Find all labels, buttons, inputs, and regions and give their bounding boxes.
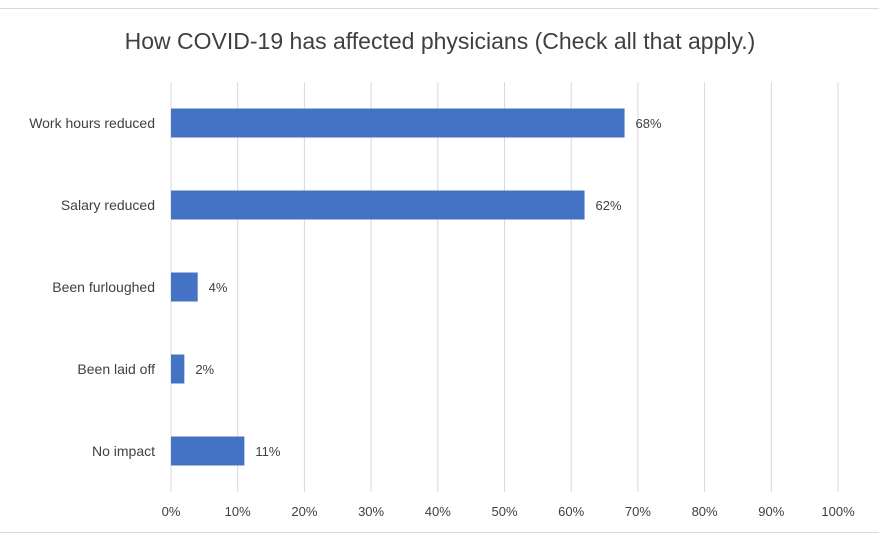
x-tick-label: 90% [758, 504, 784, 519]
x-tick-label: 70% [625, 504, 651, 519]
bar [171, 272, 198, 302]
x-tick-label: 40% [425, 504, 451, 519]
x-tick-label: 30% [358, 504, 384, 519]
chart-title: How COVID-19 has affected physicians (Ch… [124, 28, 756, 54]
bar [171, 354, 185, 384]
bar [171, 436, 245, 466]
data-label: 68% [636, 116, 662, 131]
x-tick-label: 10% [225, 504, 251, 519]
category-label: Salary reduced [61, 197, 155, 213]
x-tick-label: 100% [821, 504, 855, 519]
category-label: Work hours reduced [29, 115, 155, 131]
bar [171, 190, 585, 220]
bar [171, 108, 625, 138]
x-tick-label: 80% [692, 504, 718, 519]
x-tick-label: 0% [162, 504, 181, 519]
data-label: 4% [209, 280, 228, 295]
category-label: Been laid off [77, 361, 155, 377]
x-tick-label: 20% [291, 504, 317, 519]
chart-frame [0, 8, 879, 533]
x-tick-label: 50% [491, 504, 517, 519]
data-label: 2% [195, 362, 214, 377]
x-tick-label: 60% [558, 504, 584, 519]
category-label: No impact [92, 443, 155, 459]
category-label: Been furloughed [52, 279, 155, 295]
data-label: 11% [255, 444, 280, 459]
data-label: 62% [596, 198, 622, 213]
